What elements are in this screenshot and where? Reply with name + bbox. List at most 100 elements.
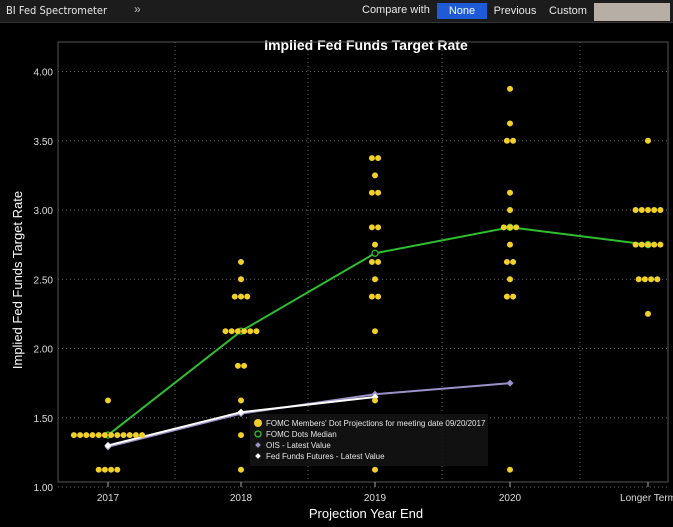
legend-entry: FOMC Members' Dot Projections for meetin… bbox=[266, 419, 486, 428]
dot-projection bbox=[645, 207, 651, 213]
dot-projection bbox=[238, 258, 244, 265]
dot-projection bbox=[507, 276, 513, 283]
series-point bbox=[104, 441, 112, 449]
dot-projection bbox=[231, 293, 238, 300]
dot-projection bbox=[238, 397, 244, 404]
series bbox=[70, 85, 664, 473]
legend-box bbox=[250, 414, 488, 466]
legend: FOMC Members' Dot Projections for meetin… bbox=[250, 414, 488, 466]
app-title: BI Fed Spectrometer bbox=[6, 4, 108, 17]
dot-projection bbox=[368, 155, 375, 162]
compare-custom-button[interactable]: Custom bbox=[549, 5, 587, 17]
rate-chart: Implied Fed Funds Target Rate 1.00 1.50 2.… bbox=[10, 37, 673, 521]
chart-title: Implied Fed Funds Target Rate bbox=[264, 37, 468, 53]
y-tick-label: 1.00 bbox=[34, 483, 54, 494]
dot-projection bbox=[372, 397, 378, 404]
legend-median-symbol bbox=[254, 430, 262, 438]
dot-projection bbox=[372, 172, 378, 179]
dot-projection bbox=[503, 137, 510, 144]
dot-projection bbox=[372, 328, 378, 335]
dot-projection bbox=[108, 432, 115, 439]
expand-chevron-icon[interactable]: » bbox=[134, 2, 141, 16]
dot-projection bbox=[657, 207, 664, 213]
dot-projection bbox=[241, 328, 248, 335]
compare-with-label: Compare with bbox=[362, 4, 430, 16]
y-tick-label: 3.00 bbox=[34, 206, 54, 217]
legend-entry: OIS - Latest Value bbox=[266, 441, 331, 450]
dot-projection bbox=[238, 432, 244, 439]
dot-projection bbox=[238, 466, 244, 473]
dot-projection bbox=[651, 241, 658, 248]
dot-projection bbox=[139, 432, 146, 439]
dot-projection bbox=[368, 189, 375, 196]
dot-projection bbox=[70, 432, 77, 439]
dot-projection bbox=[372, 466, 378, 473]
dot-projection bbox=[101, 466, 108, 473]
legend-entry: FOMC Dots Median bbox=[266, 430, 337, 439]
dot-projection bbox=[648, 276, 655, 283]
x-axis-label: Projection Year End bbox=[309, 506, 423, 521]
dot-projection bbox=[222, 328, 229, 335]
dot-projection bbox=[368, 258, 375, 265]
dot-projection bbox=[645, 310, 651, 317]
y-tick-label: 2.50 bbox=[34, 275, 54, 286]
dot-projection bbox=[510, 137, 517, 144]
dot-projection bbox=[500, 224, 507, 231]
dot-projection bbox=[120, 432, 127, 439]
dot-projection bbox=[651, 207, 658, 213]
series-point bbox=[237, 408, 245, 416]
dot-projection bbox=[83, 432, 90, 439]
legend-futures-symbol bbox=[255, 453, 261, 459]
legend-ois-symbol bbox=[255, 442, 261, 448]
dot-projection bbox=[638, 241, 645, 248]
dot-projection bbox=[132, 432, 139, 439]
dot-projection bbox=[101, 432, 108, 439]
series-point bbox=[506, 379, 514, 387]
dot-projection bbox=[507, 241, 513, 248]
y-axis-label: Implied Fed Funds Target Rate bbox=[10, 191, 25, 369]
dot-projection bbox=[126, 432, 133, 439]
dot-projection bbox=[95, 466, 102, 473]
y-tick-label: 3.50 bbox=[34, 137, 54, 148]
dot-projection bbox=[247, 328, 254, 335]
compare-none-button[interactable]: None bbox=[437, 3, 487, 19]
dot-projection bbox=[114, 466, 121, 473]
y-tick-label: 1.50 bbox=[34, 414, 54, 425]
dot-projection bbox=[507, 207, 513, 213]
dot-projection bbox=[635, 276, 642, 283]
dot-projection bbox=[375, 155, 382, 162]
x-tick-label: 2017 bbox=[97, 493, 120, 504]
dot-projection bbox=[105, 397, 111, 404]
dot-projection bbox=[108, 466, 115, 473]
dot-projection bbox=[375, 224, 382, 231]
dot-projection bbox=[372, 241, 378, 248]
dot-projection bbox=[507, 85, 513, 92]
dot-projection bbox=[89, 432, 96, 439]
dot-projection bbox=[638, 207, 645, 213]
x-tick-label: Longer Term bbox=[620, 493, 673, 504]
dot-projection bbox=[375, 189, 382, 196]
custom-compare-input[interactable] bbox=[594, 3, 670, 21]
dot-projection bbox=[238, 293, 244, 300]
dot-projection bbox=[507, 189, 513, 196]
dot-projection bbox=[657, 241, 664, 248]
compare-previous-button[interactable]: Previous bbox=[493, 5, 537, 17]
dot-projection bbox=[228, 328, 235, 335]
dot-projection bbox=[513, 224, 520, 231]
dot-projection bbox=[253, 328, 260, 335]
dot-projection bbox=[645, 137, 651, 144]
dot-projection bbox=[510, 293, 517, 300]
dot-projection bbox=[368, 224, 375, 231]
dot-projection bbox=[375, 258, 382, 265]
legend-dot-symbol bbox=[254, 419, 262, 427]
dot-projection bbox=[375, 293, 382, 300]
plot-frame bbox=[57, 41, 669, 483]
dot-projection bbox=[503, 293, 510, 300]
dot-projection bbox=[632, 207, 639, 213]
series-point bbox=[371, 249, 379, 257]
dot-projection bbox=[507, 466, 513, 473]
dot-projection bbox=[234, 362, 241, 369]
dot-projection bbox=[95, 432, 102, 439]
dot-projection bbox=[654, 276, 661, 283]
dot-projection bbox=[77, 432, 84, 439]
